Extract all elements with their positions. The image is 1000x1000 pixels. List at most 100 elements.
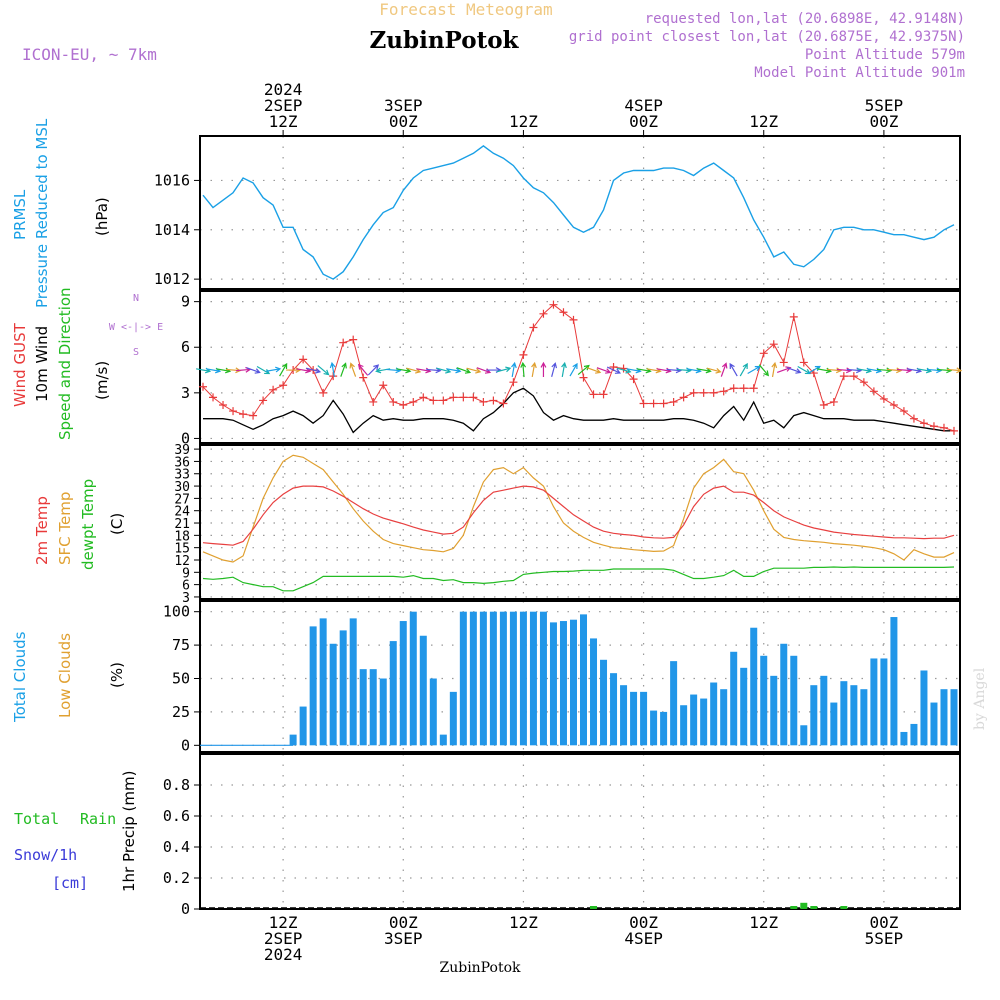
bottom-time-label: 2SEP	[264, 929, 303, 948]
c-unit: (C)	[108, 513, 126, 535]
gust-point	[449, 393, 458, 402]
cloud-bar	[359, 669, 367, 746]
closest-coords: grid point closest lon,lat (20.6875E, 42…	[569, 29, 965, 45]
gust-point	[829, 397, 838, 406]
wind-arrow	[926, 367, 943, 374]
rain-bar	[840, 906, 848, 909]
gust-point	[489, 396, 498, 405]
ytick-label: 0	[181, 900, 190, 918]
panel-frame	[199, 753, 961, 910]
panel-frame	[199, 600, 961, 753]
wind-arrow	[446, 367, 462, 374]
bottom-time-label: 00Z	[629, 913, 658, 932]
side-labels: PRMSL Pressure Reduced to MSL (hPa) Wind…	[11, 118, 163, 892]
gust-point	[549, 300, 558, 309]
wind-arrow	[540, 361, 547, 378]
ytick-label: 15	[174, 542, 190, 557]
wind-arrow	[720, 362, 728, 377]
gust-point	[669, 397, 678, 406]
gust-line	[202, 304, 955, 432]
wind-arrow	[551, 362, 558, 377]
wind-arrow	[357, 363, 369, 376]
total-label: Total	[14, 810, 59, 828]
ytick-label: 6	[182, 579, 190, 594]
gust-point	[799, 358, 808, 367]
cloud-bar	[800, 725, 808, 746]
gust-point	[869, 387, 878, 396]
ytick-label: 1012	[154, 270, 190, 288]
wind-arrow	[836, 367, 853, 374]
wind-arrow	[936, 367, 953, 374]
gust-point	[769, 340, 778, 349]
footer-location: ZubinPotok	[439, 960, 521, 976]
requested-coords: requested lon,lat (20.6898E, 42.9148N)	[645, 11, 965, 27]
gust-point	[299, 355, 308, 364]
point-altitude: Point Altitude 579m	[805, 47, 965, 63]
ytick-label: 3	[181, 384, 190, 402]
compass-s: S	[133, 347, 139, 358]
bottom-time-label: 5SEP	[865, 929, 904, 948]
wind-arrow	[876, 367, 893, 374]
ytick-label: 24	[174, 505, 190, 520]
gust-point	[219, 401, 228, 409]
gust-point	[239, 410, 248, 419]
wind-arrow	[596, 367, 612, 374]
wind-arrow	[706, 367, 722, 374]
wind-arrow	[531, 361, 537, 378]
wind-arrow	[946, 367, 963, 374]
cloud-bar	[419, 635, 427, 746]
cloud-bar	[660, 711, 668, 746]
wind-arrow	[739, 362, 748, 377]
gust-point	[389, 397, 398, 406]
gust-point	[579, 373, 588, 382]
ytick-label: 0.4	[163, 838, 190, 856]
compass-n: N	[133, 293, 139, 304]
ytick-label: 0	[181, 736, 190, 754]
rain-bar	[790, 906, 798, 909]
bottom-time-label: 2024	[264, 945, 303, 964]
wind-arrow	[396, 367, 412, 374]
cloud-bar	[600, 659, 608, 746]
wind-arrow	[496, 366, 512, 373]
cloud-bar	[519, 611, 527, 746]
gust-point	[759, 349, 768, 358]
top-time-label: 12Z	[509, 112, 538, 131]
panels: 1012101410160369369121518212427303336390…	[154, 135, 963, 918]
cloud-bar	[690, 694, 698, 746]
cloud-bar	[630, 691, 638, 746]
cloud-bar	[429, 678, 437, 746]
gust-point	[909, 414, 918, 423]
gust-point	[949, 426, 958, 435]
bottom-time-label: 3SEP	[384, 929, 423, 948]
wind-arrow	[826, 367, 843, 374]
gust-point	[399, 401, 408, 409]
gust-point	[659, 399, 668, 408]
rain-bar	[800, 902, 808, 909]
wind-arrow	[266, 366, 282, 373]
gust-point	[689, 388, 698, 397]
gust-point	[459, 393, 468, 402]
cloud-bar	[730, 651, 738, 746]
top-time-label: 2024	[264, 80, 303, 99]
gust-point	[539, 309, 548, 318]
gust-point	[259, 396, 268, 405]
wind-arrow	[246, 367, 261, 374]
gust-point	[739, 384, 748, 393]
ytick-label: 33	[174, 468, 190, 483]
ytick-label: 36	[174, 455, 190, 470]
panel-frame	[199, 290, 961, 444]
wind-arrow	[577, 364, 590, 375]
wind-arrow	[771, 361, 778, 378]
cloud-bar	[620, 685, 628, 746]
cloud-bar	[780, 643, 788, 746]
gust-point	[839, 372, 848, 381]
gust-point	[559, 308, 568, 317]
gust-point	[409, 397, 418, 406]
cloud-bar	[720, 689, 728, 746]
gust-point	[709, 388, 718, 397]
wind-arrow	[758, 364, 770, 377]
panel-frame	[199, 135, 961, 290]
wind-arrow	[306, 367, 322, 374]
cloud-bar	[299, 706, 307, 746]
